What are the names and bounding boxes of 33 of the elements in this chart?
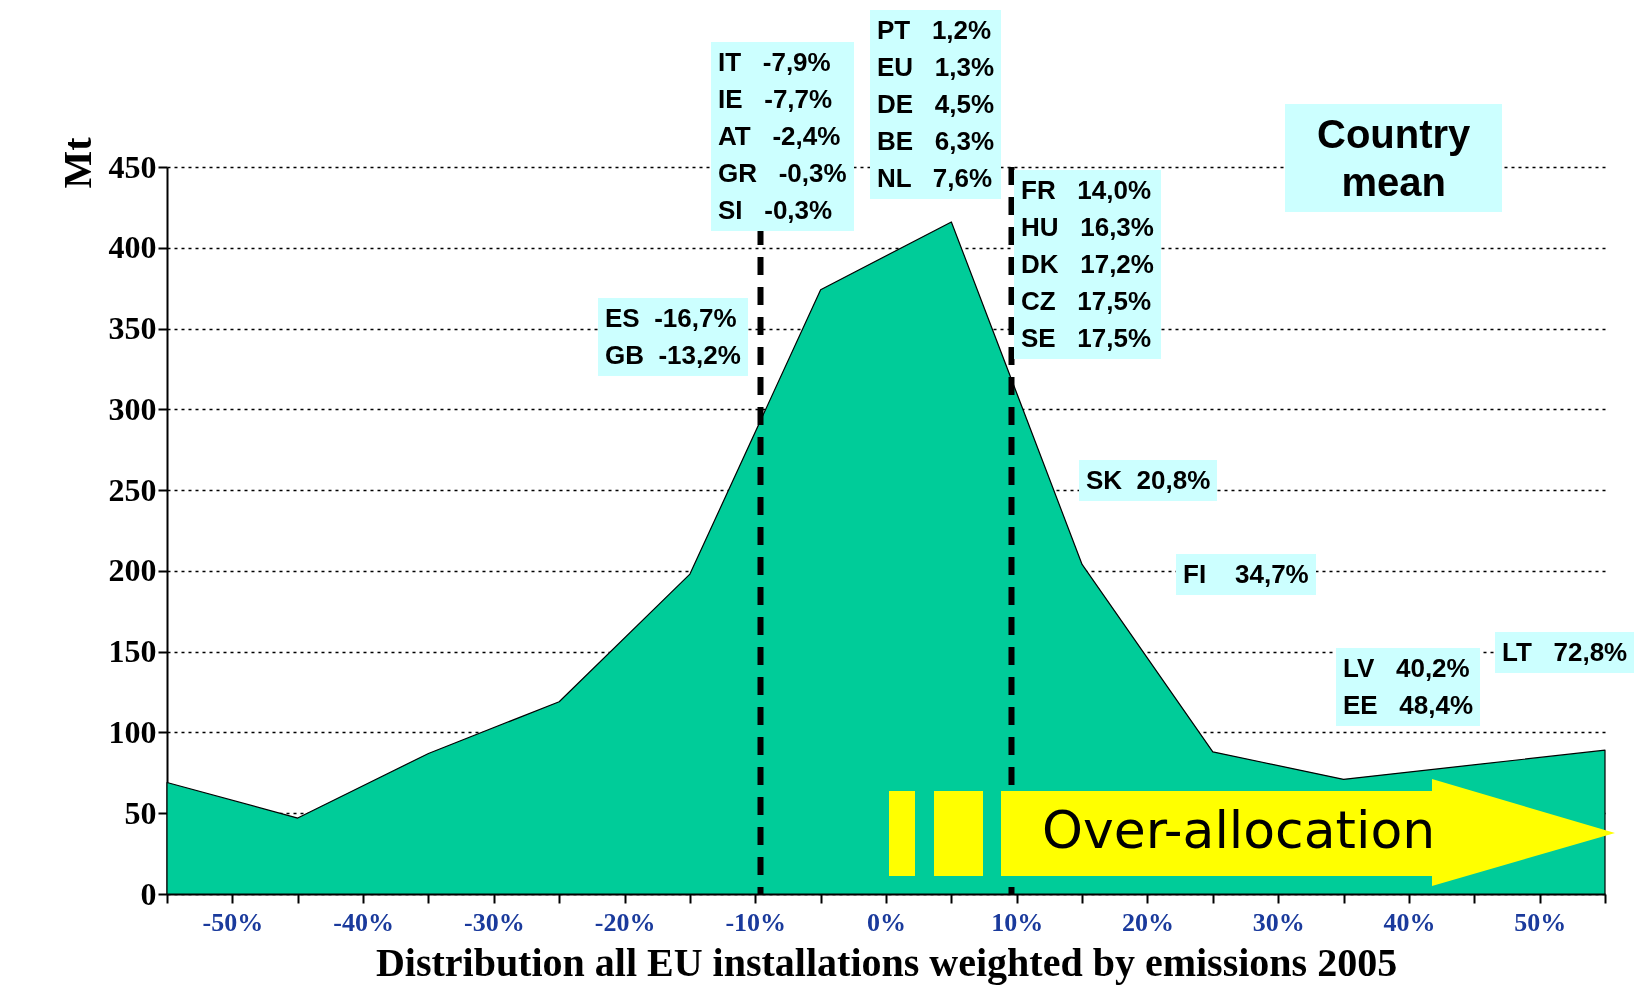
annotation: SK 20,8% (1079, 460, 1218, 501)
x-tick-label: -30% (463, 907, 525, 937)
y-tick-label: 350 (108, 310, 157, 347)
y-tick-label: 450 (108, 148, 157, 185)
annotation: Country mean (1285, 104, 1503, 212)
y-tick-label: 50 (124, 794, 157, 831)
x-tick-label: 40% (1383, 907, 1436, 937)
y-tick-label: 300 (108, 390, 157, 427)
y-tick-label: 150 (108, 633, 157, 670)
annotation: LT 72,8% (1495, 632, 1635, 673)
x-tick-label: -10% (725, 907, 787, 937)
x-tick-label: 20% (1121, 907, 1174, 937)
annotation: Over-allocation (1042, 800, 1436, 860)
annotation: LV 40,2% EE 48,4% (1336, 648, 1481, 726)
annotation: ES -16,7% GB -13,2% (598, 298, 748, 376)
y-tick-label: 250 (108, 471, 157, 508)
x-tick-label: -50% (202, 907, 264, 937)
y-tick-label: 400 (108, 229, 157, 266)
x-tick-label: -40% (333, 907, 394, 937)
y-tick-label: 0 (140, 875, 157, 912)
y-axis-title: Mt (54, 136, 100, 189)
x-tick-label: 0% (867, 907, 906, 937)
annotation: IT -7,9% IE -7,7% AT -2,4% GR -0,3% SI -0,3% (711, 42, 854, 231)
x-tick-label: -20% (594, 907, 656, 937)
x-tick-label: 10% (991, 907, 1044, 937)
y-tick-label: 100 (108, 713, 157, 750)
annotation: FI 34,7% (1176, 554, 1316, 595)
x-tick-label: 50% (1514, 907, 1567, 937)
x-axis-title: Distribution all EU installations weighted by emissions 2005 (375, 939, 1398, 985)
annotation: FR 14,0% HU 16,3% DK 17,2% CZ 17,5% SE 17,5% (1014, 170, 1161, 359)
x-tick-label: 30% (1252, 907, 1305, 937)
annotation: PT 1,2% EU 1,3% DE 4,5% BE 6,3% NL 7,6% (870, 10, 1002, 199)
y-tick-label: 200 (108, 552, 157, 589)
